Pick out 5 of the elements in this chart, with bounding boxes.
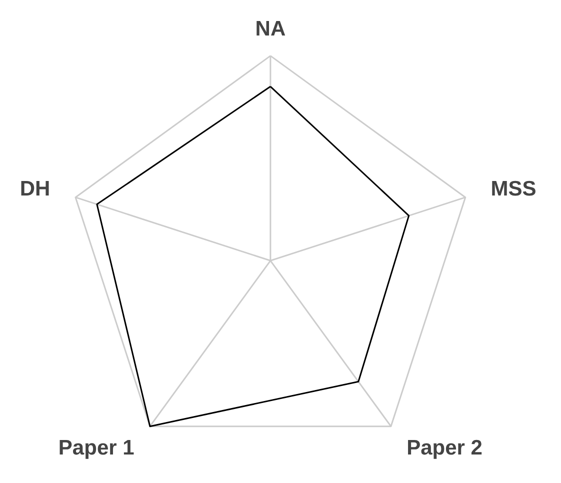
spoke-label: MSS [490,178,536,201]
spoke-label: DH [20,178,50,201]
spoke-label: Paper 1 [58,436,135,460]
spoke-label: Paper 2 [406,436,482,460]
spoke-label: NA [255,18,286,41]
